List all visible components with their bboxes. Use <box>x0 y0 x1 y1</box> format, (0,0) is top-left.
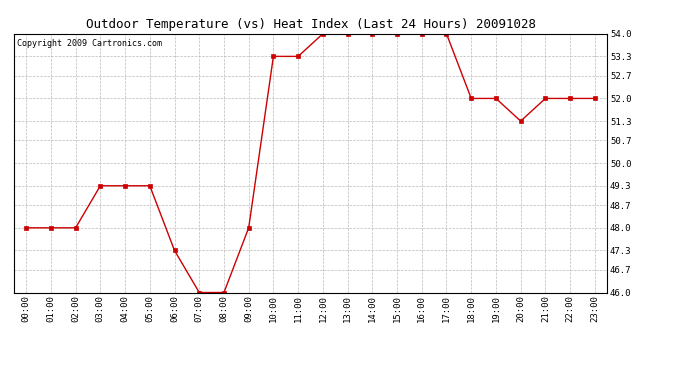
Title: Outdoor Temperature (vs) Heat Index (Last 24 Hours) 20091028: Outdoor Temperature (vs) Heat Index (Las… <box>86 18 535 31</box>
Text: Copyright 2009 Cartronics.com: Copyright 2009 Cartronics.com <box>17 39 161 48</box>
